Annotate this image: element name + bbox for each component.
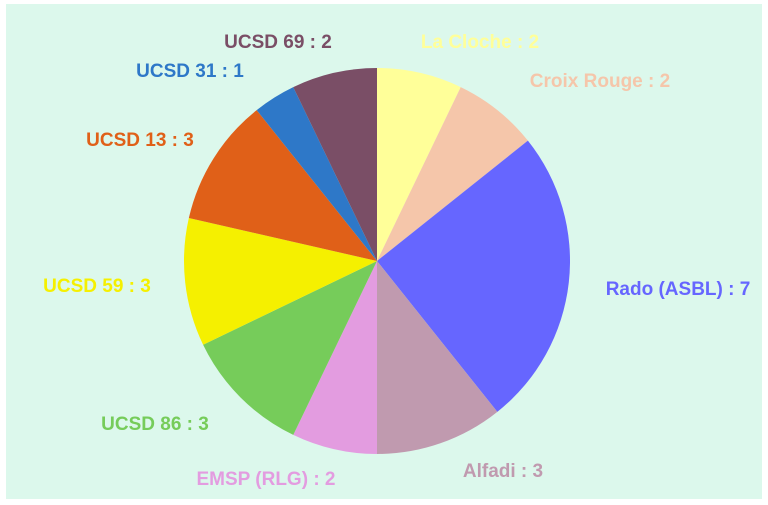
pie-slice <box>377 87 528 261</box>
pie-slice <box>188 110 377 261</box>
slice-label: Croix Rouge : 2 <box>530 71 670 92</box>
slice-label: UCSD 69 : 2 <box>224 32 332 53</box>
slice-label: UCSD 13 : 3 <box>86 130 194 151</box>
slice-label: UCSD 86 : 3 <box>101 414 209 435</box>
pie-slice <box>377 68 461 261</box>
slice-label: Alfadi : 3 <box>463 461 543 482</box>
slice-label: UCSD 31 : 1 <box>136 61 244 82</box>
pie-slice <box>377 140 570 412</box>
slice-label: La Cloche : 2 <box>421 32 539 53</box>
pie-slice <box>256 87 377 261</box>
pie-slice <box>293 68 377 261</box>
pie-slice <box>293 261 377 454</box>
slice-label: EMSP (RLG) : 2 <box>197 469 336 490</box>
slice-label: Rado (ASBL) : 7 <box>606 279 751 300</box>
pie-slice <box>377 261 498 454</box>
pie-slice <box>203 261 377 435</box>
slice-label: UCSD 59 : 3 <box>43 276 151 297</box>
pie-slice <box>184 218 377 345</box>
